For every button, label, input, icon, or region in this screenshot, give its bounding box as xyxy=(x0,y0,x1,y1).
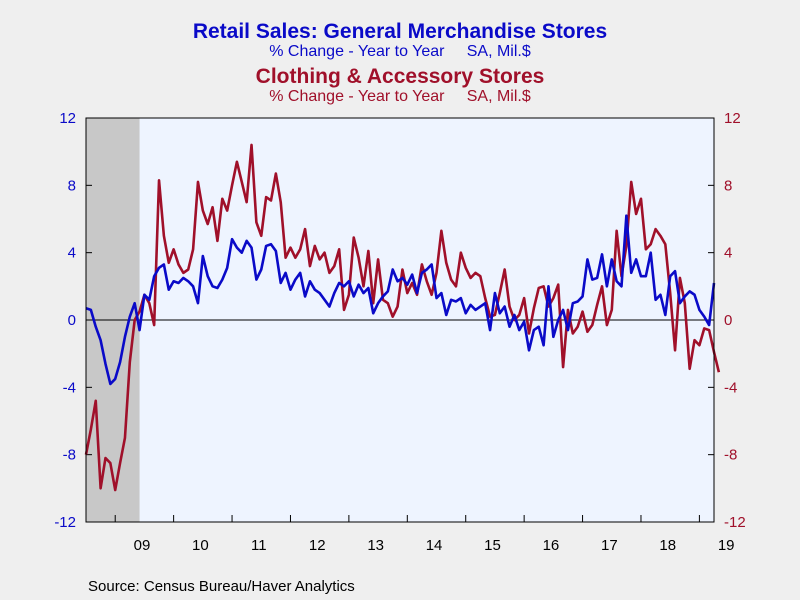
x-tick-label: 16 xyxy=(543,537,560,554)
x-tick-label: 19 xyxy=(718,537,735,554)
y-tick-label-left: -12 xyxy=(54,514,76,531)
x-tick-label: 18 xyxy=(659,537,676,554)
plot-border xyxy=(85,117,715,523)
y-tick-label-left: 4 xyxy=(68,245,76,262)
y-tick-label-right: -4 xyxy=(724,379,737,396)
y-tick-label-left: -4 xyxy=(63,379,76,396)
x-tick-label: 13 xyxy=(367,537,384,554)
x-tick-label: 14 xyxy=(426,537,443,554)
y-tick-label-left: 0 xyxy=(68,312,76,329)
x-tick-label: 11 xyxy=(251,537,267,554)
x-tick-label: 15 xyxy=(484,537,501,554)
y-tick-label-right: -12 xyxy=(724,514,746,531)
x-tick-label: 12 xyxy=(309,537,326,554)
x-tick-label: 10 xyxy=(192,537,209,554)
series-line-general-merchandise xyxy=(85,214,716,386)
y-tick-label-left: 12 xyxy=(59,110,76,127)
y-tick-label-right: 0 xyxy=(724,312,732,329)
y-tick-label-right: -8 xyxy=(724,447,737,464)
chart-subtitle: % Change - Year to Year SA, Mil.$ xyxy=(269,43,531,60)
source-note: Source: Census Bureau/Haver Analytics xyxy=(88,578,355,595)
series-line-clothing-accessory xyxy=(84,143,721,492)
x-tick-label: 09 xyxy=(134,537,151,554)
y-tick-label-right: 4 xyxy=(724,245,732,262)
y-tick-label-right: 12 xyxy=(724,110,741,127)
chart-title: Retail Sales: General Merchandise Stores xyxy=(193,20,607,43)
chart-subtitle-2: % Change - Year to Year SA, Mil.$ xyxy=(269,88,531,105)
chart-title-2: Clothing & Accessory Stores xyxy=(256,65,545,88)
x-tick-label: 17 xyxy=(601,537,618,554)
y-tick-label-left: -8 xyxy=(63,447,76,464)
y-tick-label-right: 8 xyxy=(724,177,732,194)
y-tick-label-left: 8 xyxy=(68,177,76,194)
